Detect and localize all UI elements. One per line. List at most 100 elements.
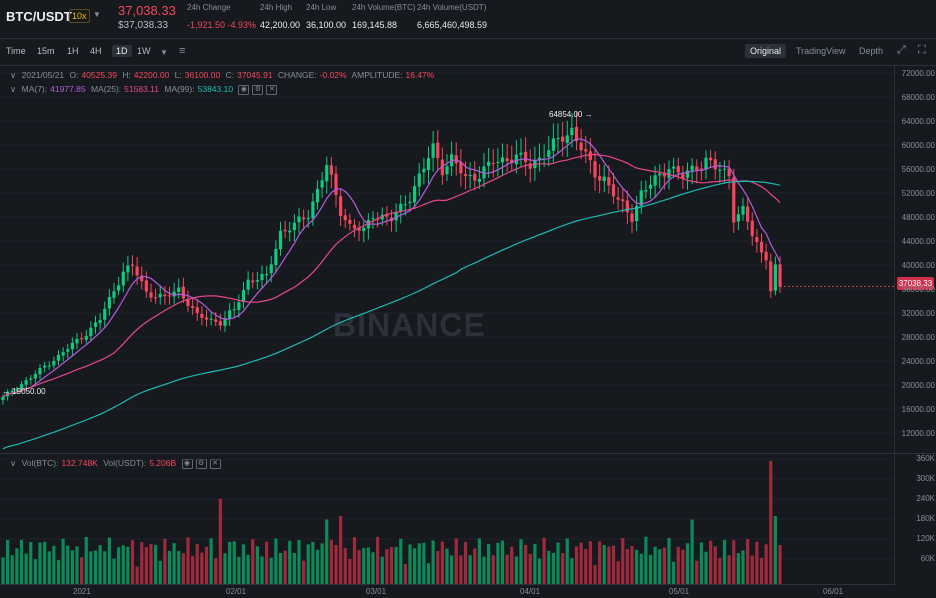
pair-title[interactable]: BTC/USDT — [6, 9, 72, 24]
interval-more-caret-icon[interactable]: ▼ — [160, 48, 168, 57]
volume-bar — [551, 552, 555, 585]
volume-bar — [699, 542, 703, 585]
candle-body — [33, 374, 37, 379]
volume-bar — [112, 558, 116, 585]
candle-body — [177, 287, 181, 293]
volume-bar — [362, 548, 366, 585]
interval-1w[interactable]: 1W — [137, 46, 151, 56]
volume-bar — [565, 538, 569, 585]
price-chart[interactable]: BINANCE — [0, 66, 894, 452]
candle-body — [584, 149, 588, 152]
volume-bar — [241, 544, 246, 585]
price-tick: 72000.00 — [901, 69, 935, 78]
volume-bar — [454, 538, 458, 585]
caret-down-icon[interactable]: ▼ — [93, 10, 101, 19]
volume-bar — [181, 553, 185, 585]
candle-body — [200, 313, 204, 318]
volume-tick: 240K — [916, 494, 935, 503]
volume-bar — [209, 538, 213, 585]
vol-btc-label: Vol(BTC): — [21, 458, 59, 468]
candle-body — [237, 302, 241, 310]
volume-bar — [635, 549, 639, 585]
volume-bar — [121, 545, 125, 585]
last-price-usd: $37,038.33 — [118, 20, 169, 31]
volume-bar — [644, 536, 648, 585]
fullscreen-icon[interactable]: ⛶ — [918, 44, 926, 56]
volume-bar — [662, 547, 666, 585]
volume-bar — [389, 547, 394, 585]
high-annotation: 64854.00 → — [549, 110, 593, 119]
interval-4h[interactable]: 4H — [90, 46, 102, 56]
volume-bar — [417, 543, 421, 585]
volume-bar — [625, 549, 629, 585]
volume-bar — [339, 516, 343, 585]
candle-body — [223, 318, 227, 326]
candle-body — [547, 150, 551, 158]
candle-body — [510, 159, 514, 164]
candle-body — [329, 165, 333, 175]
volume-bar — [746, 539, 750, 585]
candle-body — [574, 126, 579, 142]
candle-body — [158, 293, 162, 298]
interval-1d[interactable]: 1D — [112, 45, 132, 57]
collapse-caret-icon[interactable]: ∨ — [10, 70, 17, 80]
candle-body — [426, 158, 431, 171]
current-price-tag: 37038.33 — [897, 277, 934, 290]
view-original[interactable]: Original — [745, 44, 787, 58]
collapse-caret-icon[interactable]: ∨ — [10, 458, 17, 468]
candle-body — [75, 338, 79, 344]
candle-body — [709, 157, 713, 161]
settings-icon[interactable]: ⚙ — [252, 84, 264, 95]
low-annotation: ← 19050.00 — [2, 387, 46, 396]
price-axis[interactable]: 72000.00 68000.00 64000.00 60000.00 5600… — [894, 66, 936, 452]
interval-15m[interactable]: 15m — [37, 46, 55, 56]
volume-bar — [232, 541, 236, 585]
volume-bar — [1, 557, 5, 585]
interval-1h[interactable]: 1H — [67, 46, 79, 56]
candle-body — [52, 361, 56, 366]
volume-bar — [658, 549, 662, 585]
candle-body — [561, 136, 565, 142]
volume-bar — [274, 538, 278, 585]
volume-bar — [357, 550, 361, 585]
candle-body — [519, 152, 523, 155]
volume-bar — [93, 550, 98, 585]
candle-body — [232, 309, 236, 311]
collapse-caret-icon[interactable]: ∨ — [10, 84, 17, 94]
price-tick: 16000.00 — [901, 405, 935, 414]
amplitude-value: 16.47% — [405, 70, 435, 80]
candle-body — [750, 220, 754, 237]
price-tick: 44000.00 — [901, 237, 935, 246]
view-tradingview[interactable]: TradingView — [796, 46, 846, 56]
volume-bar — [491, 555, 495, 585]
candle-body — [144, 280, 148, 292]
volume-bar — [348, 559, 352, 585]
volume-bar — [154, 544, 158, 585]
volume-bar — [352, 537, 357, 585]
candle-body — [181, 286, 185, 299]
ma-legend: ∨ MA(7): 41977.85 MA(25): 51583.11 MA(99):… — [10, 84, 280, 95]
candle-body — [695, 166, 699, 170]
volume-tick: 360K — [916, 454, 935, 463]
ma7-label: MA(7): — [21, 84, 48, 94]
volume-bar — [70, 550, 74, 585]
candle-body — [445, 166, 449, 175]
volume-bar — [713, 546, 717, 585]
interval-time[interactable]: Time — [6, 46, 26, 56]
candle-body — [621, 199, 625, 202]
stat-value: -1,921.50 -4.93% — [187, 20, 257, 30]
stat-label: 24h Volume(BTC) — [352, 3, 416, 12]
volume-chart[interactable]: ∨ Vol(BTC): 132.748K Vol(USDT): 5.206B ◉ ⚙ ✕ — [0, 453, 894, 585]
chart-toolbar: Time 15m 1H 4H 1D 1W ▼ ≡ Original Tradin… — [0, 39, 936, 66]
eye-icon[interactable]: ◉ — [238, 84, 250, 95]
indicator-settings-icon[interactable]: ≡ — [179, 45, 186, 57]
view-depth[interactable]: Depth — [859, 46, 884, 56]
candle-body — [24, 380, 28, 385]
stat-label: 24h Volume(USDT) — [417, 3, 487, 12]
expand-icon[interactable]: ⤢ — [897, 44, 906, 56]
close-icon[interactable]: ✕ — [266, 84, 278, 95]
candle-body — [625, 200, 629, 213]
high-annotation-value: 64854.00 — [549, 110, 583, 119]
date-tick: 05/01 — [669, 587, 690, 596]
ma99-value: 53843.10 — [197, 84, 234, 94]
